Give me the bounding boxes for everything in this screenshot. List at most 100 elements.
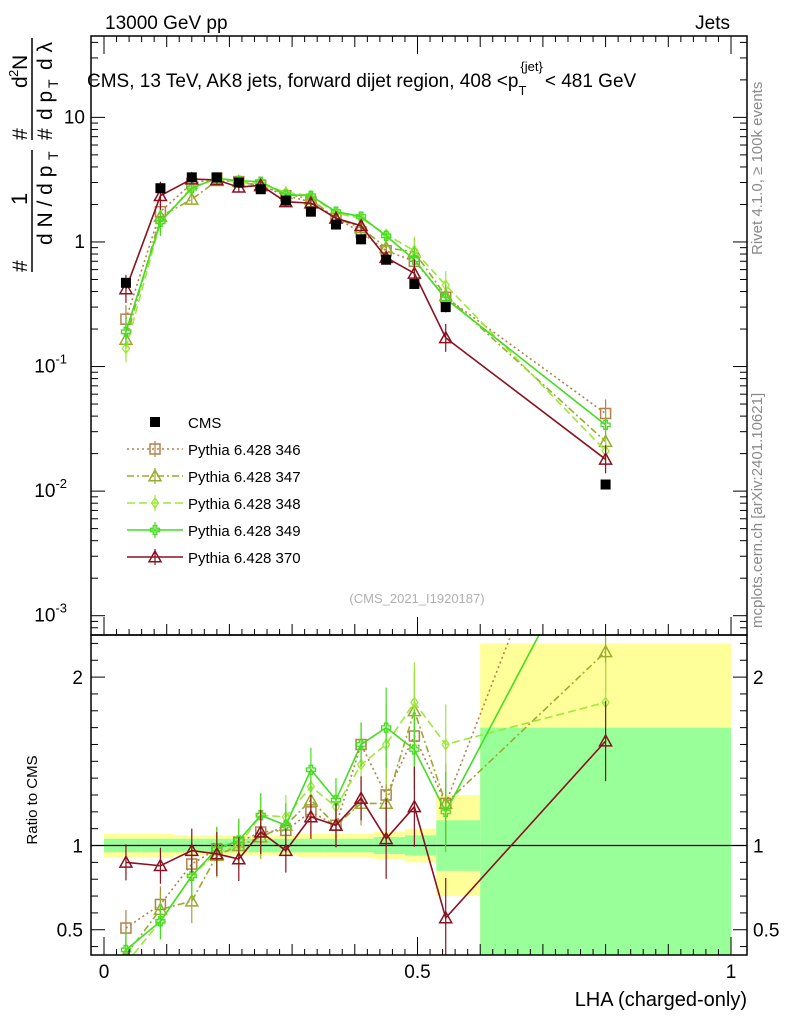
data-point: [407, 265, 422, 279]
cms-data-point: [155, 183, 166, 194]
cms-data-point: [120, 277, 131, 288]
y-tick-label-base: 10: [64, 107, 85, 128]
y-axis-label-num: d: [9, 76, 32, 88]
ratio-point: [303, 809, 319, 823]
x-tick-label: 0: [99, 962, 110, 983]
legend-marker: [147, 549, 163, 563]
legend-entry: Pythia 6.428 348: [127, 495, 301, 513]
legend-label: Pythia 6.428 346: [188, 442, 301, 459]
legend-marker: [149, 524, 161, 536]
ratio-point: [118, 854, 134, 868]
legend-entry: Pythia 6.428 346: [127, 441, 301, 459]
ratio-point: [410, 696, 419, 709]
data-point: [120, 326, 132, 337]
ratio-point: [231, 851, 247, 865]
y-axis-label-hash3: #: [34, 128, 57, 140]
ratio-point: [155, 916, 166, 927]
y-axis-label-hash2: #: [9, 128, 32, 140]
y-axis-label-one: 1: [7, 193, 32, 205]
ratio-point: [209, 846, 225, 860]
legend-label: CMS: [188, 415, 221, 432]
ratio-point: [380, 722, 392, 733]
ratio-point: [440, 806, 451, 817]
legend-label: Pythia 6.428 349: [188, 523, 301, 540]
ratio-point: [328, 817, 344, 831]
legend-entry: Pythia 6.428 370: [127, 549, 301, 567]
data-point: [438, 330, 453, 344]
ratio-point: [211, 843, 223, 855]
data-point: [598, 451, 613, 465]
ratio-y-tick-label: 1: [72, 837, 83, 858]
mcplots-label: mcplots.cern.ch [arXiv:2401.10621]: [749, 393, 766, 628]
y-tick-label-exp: -1: [55, 352, 67, 367]
plot-title-sup: {jet}: [520, 59, 543, 74]
header-right: Jets: [695, 13, 730, 34]
legend-label: Pythia 6.428 370: [188, 550, 301, 567]
plot-title-end: < 481 GeV: [545, 71, 637, 92]
ratio-point: [253, 824, 269, 838]
y-tick-label: 10-2: [34, 476, 67, 502]
legend-entry: Pythia 6.428 349: [127, 522, 301, 540]
ratio-line-pythia-6-428-346: [125, 635, 512, 929]
legend-label: Pythia 6.428 348: [188, 496, 301, 513]
data-point: [186, 183, 197, 194]
cms-data-point: [409, 278, 420, 289]
ratio-y-tick-label: 2: [72, 668, 83, 689]
ratio-point: [280, 820, 291, 831]
ratio-y-tick-label-right: 1: [753, 837, 764, 858]
y-axis-label-den-t: T: [45, 151, 61, 160]
ratio-point: [378, 831, 394, 845]
y-tick-label: 10: [64, 107, 85, 128]
ratio-point: [233, 835, 244, 846]
ratio-point: [184, 843, 200, 857]
cms-data-point: [255, 184, 266, 195]
data-point: [380, 230, 392, 241]
legend: CMS Pythia 6.428 346 Pythia 6.428 347 Pythi…: [127, 415, 301, 567]
cms-data-point: [305, 206, 316, 217]
data-point: [355, 211, 367, 222]
plot-title-sub: T: [518, 83, 526, 98]
ratio-point: [153, 858, 168, 872]
cms-data-point: [186, 172, 197, 183]
ratio-point: [438, 910, 453, 924]
data-point: [353, 218, 369, 232]
legend-entry: Pythia 6.428 347: [127, 468, 301, 486]
y-axis-label-hash1: #: [9, 260, 32, 272]
cms-data-point: [381, 254, 392, 265]
ratio-y-tick-label-right: 0.5: [753, 921, 779, 942]
data-point: [155, 216, 166, 228]
y-tick-label-base: 1: [74, 232, 85, 253]
y-tick-label-base: 10: [34, 357, 55, 378]
y-tick-label: 10-1: [34, 352, 67, 378]
y-axis-label-den: d N / d p: [34, 166, 57, 245]
ratio-point: [409, 744, 420, 755]
data-point: [121, 342, 131, 355]
data-point: [600, 419, 611, 431]
y-axis-label-dp-t: T: [45, 79, 61, 88]
y-tick-label-exp: -3: [55, 601, 67, 616]
data-point: [118, 281, 134, 295]
ratio-point: [598, 644, 613, 658]
legend-marker: [149, 443, 161, 455]
ratio-point: [278, 843, 294, 857]
ratio-point: [305, 764, 317, 775]
ratio-y-tick-label-right: 2: [753, 668, 764, 689]
ratio-point: [255, 810, 266, 821]
y-axis-label-dlambda: d λ: [34, 41, 57, 70]
ratio-ylabel: Ratio to CMS: [24, 755, 41, 844]
ratio-line-pythia-6-428-349: [125, 635, 540, 951]
series-line-pythia-6-428-346: [125, 177, 607, 415]
cms-data-point: [233, 177, 244, 188]
ratio-point: [184, 893, 200, 907]
watermark: (CMS_2021_I1920187): [349, 591, 484, 606]
ratio-point: [355, 739, 367, 750]
header-left: 13000 GeV pp: [105, 13, 228, 34]
y-axis-label-num-sup: 2: [6, 70, 21, 77]
y-tick-label-base: 10: [34, 606, 55, 627]
ratio-point: [356, 758, 366, 771]
y-tick-label-base: 10: [34, 481, 55, 502]
y-axis-label: # 1 d N / d p T # d 2 N # d p T d λ: [6, 38, 61, 272]
data-point: [409, 254, 420, 265]
y-tick-label: 10-3: [34, 601, 67, 627]
